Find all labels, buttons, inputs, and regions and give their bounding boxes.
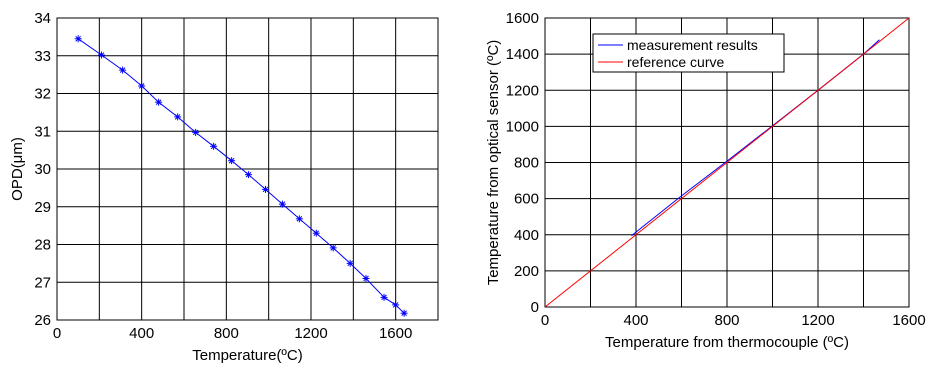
data-point-stroke <box>98 52 105 58</box>
y-tick-label: 29 <box>34 199 51 216</box>
data-point-stroke <box>75 35 81 42</box>
data-point <box>312 229 320 237</box>
y-tick-label: 1000 <box>506 118 539 135</box>
data-point <box>228 157 236 165</box>
y-tick-label: 33 <box>34 48 51 65</box>
data-point-stroke <box>392 302 399 308</box>
data-point-stroke <box>401 310 407 317</box>
x-tick-label: 400 <box>129 325 154 342</box>
plot-frame <box>56 17 439 321</box>
x-axis-label: Temperature from thermocouple (ºC) <box>605 334 849 351</box>
data-point-stroke <box>313 230 320 236</box>
y-tick-label: 30 <box>34 161 51 178</box>
data-point <box>138 82 146 90</box>
plot-frame <box>544 17 910 308</box>
data-point <box>295 215 303 223</box>
x-tick-label: 800 <box>214 325 239 342</box>
y-tick-label: 1600 <box>506 10 539 27</box>
data-point <box>155 98 163 106</box>
data-point <box>329 244 337 252</box>
data-point <box>346 259 354 267</box>
x-tick-label: 1600 <box>379 325 412 342</box>
y-tick-label: 400 <box>514 227 539 244</box>
chart-1: 0 400 800 1200 1600 26 27 28 29 30 31 32 33 34 Tempera… <box>9 10 439 364</box>
x-axis-label: Temperature(ºC) <box>192 347 303 364</box>
y-tick-label: 1400 <box>506 46 539 63</box>
data-point-stroke <box>262 186 269 193</box>
y-tick-label: 32 <box>34 86 51 103</box>
data-point-stroke <box>381 294 387 301</box>
data-point <box>362 274 370 282</box>
data-point-stroke <box>296 216 303 222</box>
data-point-stroke <box>210 143 217 150</box>
data-point <box>119 66 127 74</box>
x-tick-label: 1200 <box>294 325 327 342</box>
data-point-stroke <box>119 67 126 73</box>
x-tick-label: 0 <box>541 312 549 329</box>
data-point <box>380 293 388 301</box>
data-point-stroke <box>363 275 369 282</box>
y-tick-label: 34 <box>34 10 51 27</box>
legend-label: reference curve <box>627 54 724 70</box>
data-point <box>192 128 200 136</box>
data-point-stroke <box>155 99 162 105</box>
data-point-stroke <box>330 245 337 251</box>
legend-label: measurement results <box>627 37 758 53</box>
x-tick-label: 0 <box>53 325 61 342</box>
y-tick-label: 1200 <box>506 82 539 99</box>
series-line-2 <box>544 17 910 308</box>
data-point <box>97 51 105 59</box>
data-point <box>245 171 253 179</box>
x-tick-label: 1600 <box>892 312 925 329</box>
data-point <box>392 301 400 309</box>
data-point-stroke <box>174 114 181 120</box>
data-point-stroke <box>245 171 252 178</box>
data-point-stroke <box>347 260 353 267</box>
y-tick-label: 26 <box>34 312 51 329</box>
data-point <box>278 200 286 208</box>
chart-2: 0 400 800 1200 1600 0 200 400 600 800 1000 1200 1400… <box>485 10 926 351</box>
y-axis-label: Temperature from optical sensor (ºC) <box>485 40 502 286</box>
data-point <box>74 35 82 43</box>
y-tick-label: 31 <box>34 123 51 140</box>
data-point-stroke <box>192 129 199 136</box>
series-line-1 <box>77 38 405 314</box>
y-tick-label: 800 <box>514 155 539 172</box>
x-tick-label: 1200 <box>801 312 834 329</box>
x-tick-label: 400 <box>623 312 648 329</box>
data-point-stroke <box>138 83 145 89</box>
data-point-stroke <box>279 201 286 207</box>
legend-box <box>592 33 785 73</box>
data-point <box>174 113 182 121</box>
y-axis-label: OPD(μm) <box>9 137 26 201</box>
y-tick-label: 27 <box>34 274 51 291</box>
x-tick-label: 800 <box>714 312 739 329</box>
y-tick-label: 28 <box>34 237 51 254</box>
y-tick-label: 600 <box>514 191 539 208</box>
data-point <box>210 142 218 150</box>
data-point-stroke <box>228 157 235 164</box>
data-point <box>261 185 269 193</box>
data-point <box>400 309 408 317</box>
y-tick-label: 200 <box>514 263 539 280</box>
y-tick-label: 0 <box>531 299 539 316</box>
